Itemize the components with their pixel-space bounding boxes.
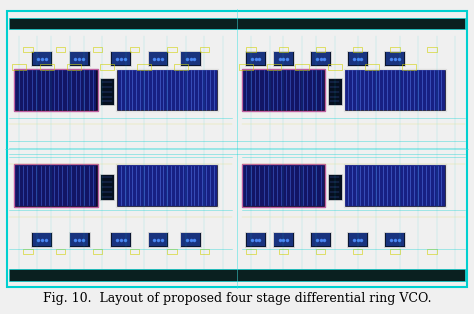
- Bar: [69, 51, 90, 66]
- Bar: [69, 232, 90, 247]
- Bar: [14, 164, 98, 207]
- Bar: [386, 52, 404, 65]
- Bar: [100, 78, 114, 105]
- Bar: [14, 68, 98, 111]
- Bar: [167, 249, 177, 254]
- Bar: [310, 51, 331, 66]
- Bar: [167, 47, 177, 52]
- Bar: [242, 164, 325, 207]
- Bar: [16, 165, 96, 206]
- Bar: [274, 52, 292, 65]
- Bar: [182, 233, 200, 246]
- Bar: [33, 52, 51, 65]
- Bar: [39, 64, 54, 70]
- Bar: [56, 249, 65, 254]
- Bar: [93, 47, 102, 52]
- Bar: [70, 52, 88, 65]
- Bar: [118, 70, 217, 110]
- Bar: [12, 64, 26, 70]
- Bar: [279, 47, 288, 52]
- Bar: [347, 232, 368, 247]
- Bar: [246, 52, 264, 65]
- Bar: [246, 47, 255, 52]
- Bar: [295, 64, 309, 70]
- Bar: [149, 233, 167, 246]
- Bar: [242, 68, 325, 111]
- Bar: [180, 51, 201, 66]
- Bar: [182, 52, 200, 65]
- Bar: [200, 249, 209, 254]
- Bar: [16, 70, 96, 110]
- Bar: [344, 68, 446, 111]
- Text: Fig. 10.  Layout of proposed four stage differential ring VCO.: Fig. 10. Layout of proposed four stage d…: [43, 292, 431, 305]
- Bar: [316, 249, 325, 254]
- Bar: [273, 51, 294, 66]
- Bar: [349, 233, 367, 246]
- Bar: [112, 52, 130, 65]
- Bar: [365, 64, 379, 70]
- Bar: [245, 51, 266, 66]
- Bar: [328, 174, 341, 200]
- Bar: [100, 174, 114, 200]
- Bar: [328, 64, 341, 70]
- Bar: [31, 51, 52, 66]
- Bar: [316, 47, 325, 52]
- Bar: [130, 249, 139, 254]
- Bar: [31, 232, 52, 247]
- Bar: [243, 165, 324, 206]
- Bar: [311, 233, 330, 246]
- Bar: [267, 64, 281, 70]
- Bar: [56, 47, 65, 52]
- Bar: [130, 47, 139, 52]
- Bar: [116, 164, 219, 207]
- Bar: [345, 70, 445, 110]
- Bar: [33, 233, 51, 246]
- Bar: [353, 47, 363, 52]
- Bar: [384, 232, 405, 247]
- Bar: [70, 233, 88, 246]
- Bar: [344, 164, 446, 207]
- Bar: [345, 165, 445, 206]
- Bar: [353, 249, 363, 254]
- Bar: [428, 47, 437, 52]
- Bar: [402, 64, 416, 70]
- Bar: [328, 78, 341, 105]
- Bar: [147, 51, 168, 66]
- Bar: [428, 249, 437, 254]
- Bar: [174, 64, 188, 70]
- Bar: [239, 64, 253, 70]
- Bar: [137, 64, 151, 70]
- Bar: [310, 232, 331, 247]
- Bar: [246, 233, 264, 246]
- Bar: [93, 249, 102, 254]
- Bar: [245, 232, 266, 247]
- Bar: [180, 232, 201, 247]
- Bar: [390, 249, 400, 254]
- Bar: [246, 249, 255, 254]
- Bar: [349, 52, 367, 65]
- Bar: [279, 249, 288, 254]
- Bar: [23, 47, 33, 52]
- Bar: [311, 52, 330, 65]
- Bar: [390, 47, 400, 52]
- Bar: [273, 232, 294, 247]
- Bar: [112, 233, 130, 246]
- Bar: [147, 232, 168, 247]
- Bar: [200, 47, 209, 52]
- Bar: [347, 51, 368, 66]
- Bar: [9, 18, 465, 29]
- Bar: [23, 249, 33, 254]
- Bar: [110, 51, 131, 66]
- Bar: [384, 51, 405, 66]
- Bar: [67, 64, 82, 70]
- Bar: [118, 165, 217, 206]
- Bar: [110, 232, 131, 247]
- Bar: [243, 70, 324, 110]
- Bar: [116, 68, 219, 111]
- Bar: [274, 233, 292, 246]
- Bar: [149, 52, 167, 65]
- Bar: [386, 233, 404, 246]
- Bar: [100, 64, 114, 70]
- Bar: [9, 269, 465, 281]
